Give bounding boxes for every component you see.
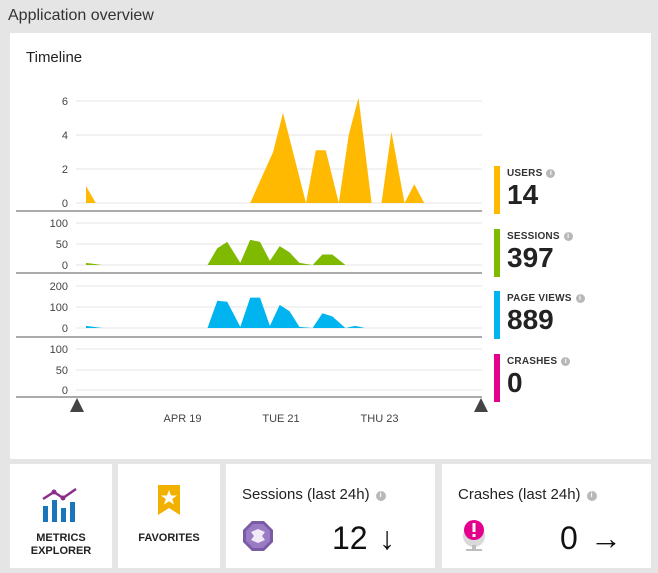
y-tick-label: 100 xyxy=(50,302,68,314)
metric-label: SESSIONS i xyxy=(507,231,573,242)
metric-color-bar xyxy=(494,354,500,402)
sessions-value: 12 xyxy=(332,520,368,556)
metric-color-bar xyxy=(494,229,500,277)
star-bookmark-icon xyxy=(158,485,180,515)
y-tick-label: 50 xyxy=(56,239,68,251)
sessions-heading: Sessions (last 24h) i xyxy=(242,486,386,503)
sessions-tile[interactable]: Sessions (last 24h) i 12 ↓ xyxy=(226,464,435,568)
metric-color-bar xyxy=(494,291,500,339)
timeline-title: Timeline xyxy=(26,49,83,66)
y-tick-label: 0 xyxy=(62,385,68,397)
favorites-tile[interactable]: FAVORITES xyxy=(118,464,220,568)
sessions-icon xyxy=(243,521,273,551)
series-area-users xyxy=(86,97,480,203)
metric-crashes[interactable]: CRASHES i 0 xyxy=(494,354,644,402)
info-icon[interactable]: i xyxy=(546,169,556,178)
info-icon[interactable]: i xyxy=(586,491,597,501)
metrics-explorer-tile[interactable]: METRICS EXPLORER xyxy=(10,464,112,568)
x-tick-label: THU 23 xyxy=(361,413,399,425)
metric-page-views[interactable]: PAGE VIEWS i 889 xyxy=(494,291,644,339)
crashes-tile[interactable]: Crashes (last 24h) i 0 → xyxy=(442,464,651,568)
bar-line-chart-icon xyxy=(42,488,77,522)
timeline-chart[interactable]: 6 4 2 0 100 50 0 200 100 0 100 50 0 APR 19 TUE 21 THU 2… xyxy=(10,33,651,459)
y-tick-label: 6 xyxy=(62,96,68,108)
metric-value: 397 xyxy=(507,242,554,273)
metrics-explorer-label: METRICS EXPLORER xyxy=(30,532,92,557)
metric-label: PAGE VIEWS i xyxy=(507,293,585,304)
crashes-value: 0 xyxy=(560,520,578,556)
page-title: Application overview xyxy=(8,7,154,24)
info-icon[interactable]: i xyxy=(375,491,386,501)
y-tick-label: 100 xyxy=(50,344,68,356)
y-tick-label: 50 xyxy=(56,365,68,377)
timeline-card[interactable]: Timeline 6 4 2 0 100 50 0 200 100 0 100 50 0 APR 19 TU… xyxy=(10,33,651,459)
y-tick-label: 0 xyxy=(62,198,68,210)
arrow-down-icon: ↓ xyxy=(379,520,395,556)
metric-value: 14 xyxy=(507,179,539,210)
x-tick-label: TUE 21 xyxy=(262,413,299,425)
metric-label: USERS i xyxy=(507,168,556,179)
x-tick-label: APR 19 xyxy=(164,413,202,425)
y-tick-label: 2 xyxy=(62,164,68,176)
metric-color-bar xyxy=(494,166,500,214)
info-icon[interactable]: i xyxy=(563,232,573,241)
metric-value: 0 xyxy=(507,367,523,398)
info-icon[interactable]: i xyxy=(575,294,585,303)
y-tick-label: 4 xyxy=(62,130,68,142)
y-tick-label: 0 xyxy=(62,260,68,272)
series-area-page-views xyxy=(86,297,366,328)
favorites-label: FAVORITES xyxy=(138,532,200,544)
y-tick-label: 100 xyxy=(50,218,68,230)
info-icon[interactable]: i xyxy=(561,357,571,366)
crashes-heading: Crashes (last 24h) i xyxy=(458,486,597,503)
metric-sessions[interactable]: SESSIONS i 397 xyxy=(494,229,644,277)
metric-users[interactable]: USERS i 14 xyxy=(494,166,644,214)
metric-label: CRASHES i xyxy=(507,356,571,367)
crash-icon xyxy=(463,520,485,551)
range-handle-right-icon[interactable] xyxy=(474,398,488,412)
series-area-sessions xyxy=(86,239,448,265)
y-tick-label: 200 xyxy=(50,281,68,293)
arrow-right-icon: → xyxy=(590,520,622,556)
metric-value: 889 xyxy=(507,304,554,335)
y-tick-label: 0 xyxy=(62,323,68,335)
range-handle-left-icon[interactable] xyxy=(70,398,84,412)
